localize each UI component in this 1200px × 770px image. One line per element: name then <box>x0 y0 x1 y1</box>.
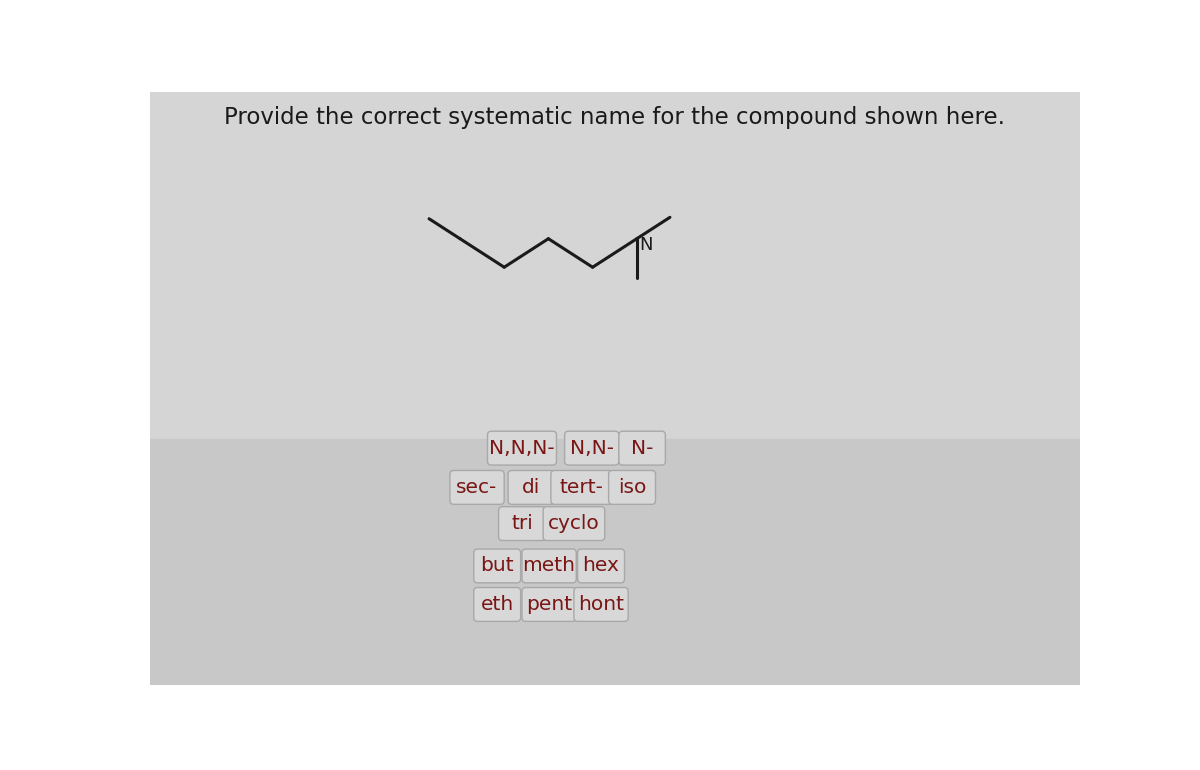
Bar <box>150 439 1080 685</box>
Text: eth: eth <box>480 595 514 614</box>
Text: cyclo: cyclo <box>548 514 600 533</box>
FancyBboxPatch shape <box>522 588 576 621</box>
FancyBboxPatch shape <box>450 470 504 504</box>
FancyBboxPatch shape <box>551 470 612 504</box>
Text: tri: tri <box>511 514 533 533</box>
Text: meth: meth <box>523 557 576 575</box>
FancyBboxPatch shape <box>474 549 521 583</box>
Bar <box>150 92 1080 439</box>
Text: but: but <box>480 557 514 575</box>
FancyBboxPatch shape <box>498 507 546 541</box>
FancyBboxPatch shape <box>522 549 576 583</box>
FancyBboxPatch shape <box>474 588 521 621</box>
Text: sec-: sec- <box>456 478 498 497</box>
Text: pent: pent <box>526 595 572 614</box>
Text: hex: hex <box>583 557 619 575</box>
Text: hont: hont <box>578 595 624 614</box>
Text: di: di <box>522 478 540 497</box>
FancyBboxPatch shape <box>487 431 557 465</box>
FancyBboxPatch shape <box>574 588 628 621</box>
FancyBboxPatch shape <box>577 549 624 583</box>
FancyBboxPatch shape <box>619 431 665 465</box>
FancyBboxPatch shape <box>508 470 554 504</box>
Text: Provide the correct systematic name for the compound shown here.: Provide the correct systematic name for … <box>224 106 1006 129</box>
Text: N,N,N-: N,N,N- <box>490 439 554 457</box>
Text: N: N <box>640 236 653 253</box>
FancyBboxPatch shape <box>544 507 605 541</box>
Text: N-: N- <box>631 439 653 457</box>
FancyBboxPatch shape <box>565 431 619 465</box>
Text: tert-: tert- <box>559 478 604 497</box>
FancyBboxPatch shape <box>608 470 655 504</box>
Text: N,N-: N,N- <box>570 439 613 457</box>
Text: iso: iso <box>618 478 647 497</box>
